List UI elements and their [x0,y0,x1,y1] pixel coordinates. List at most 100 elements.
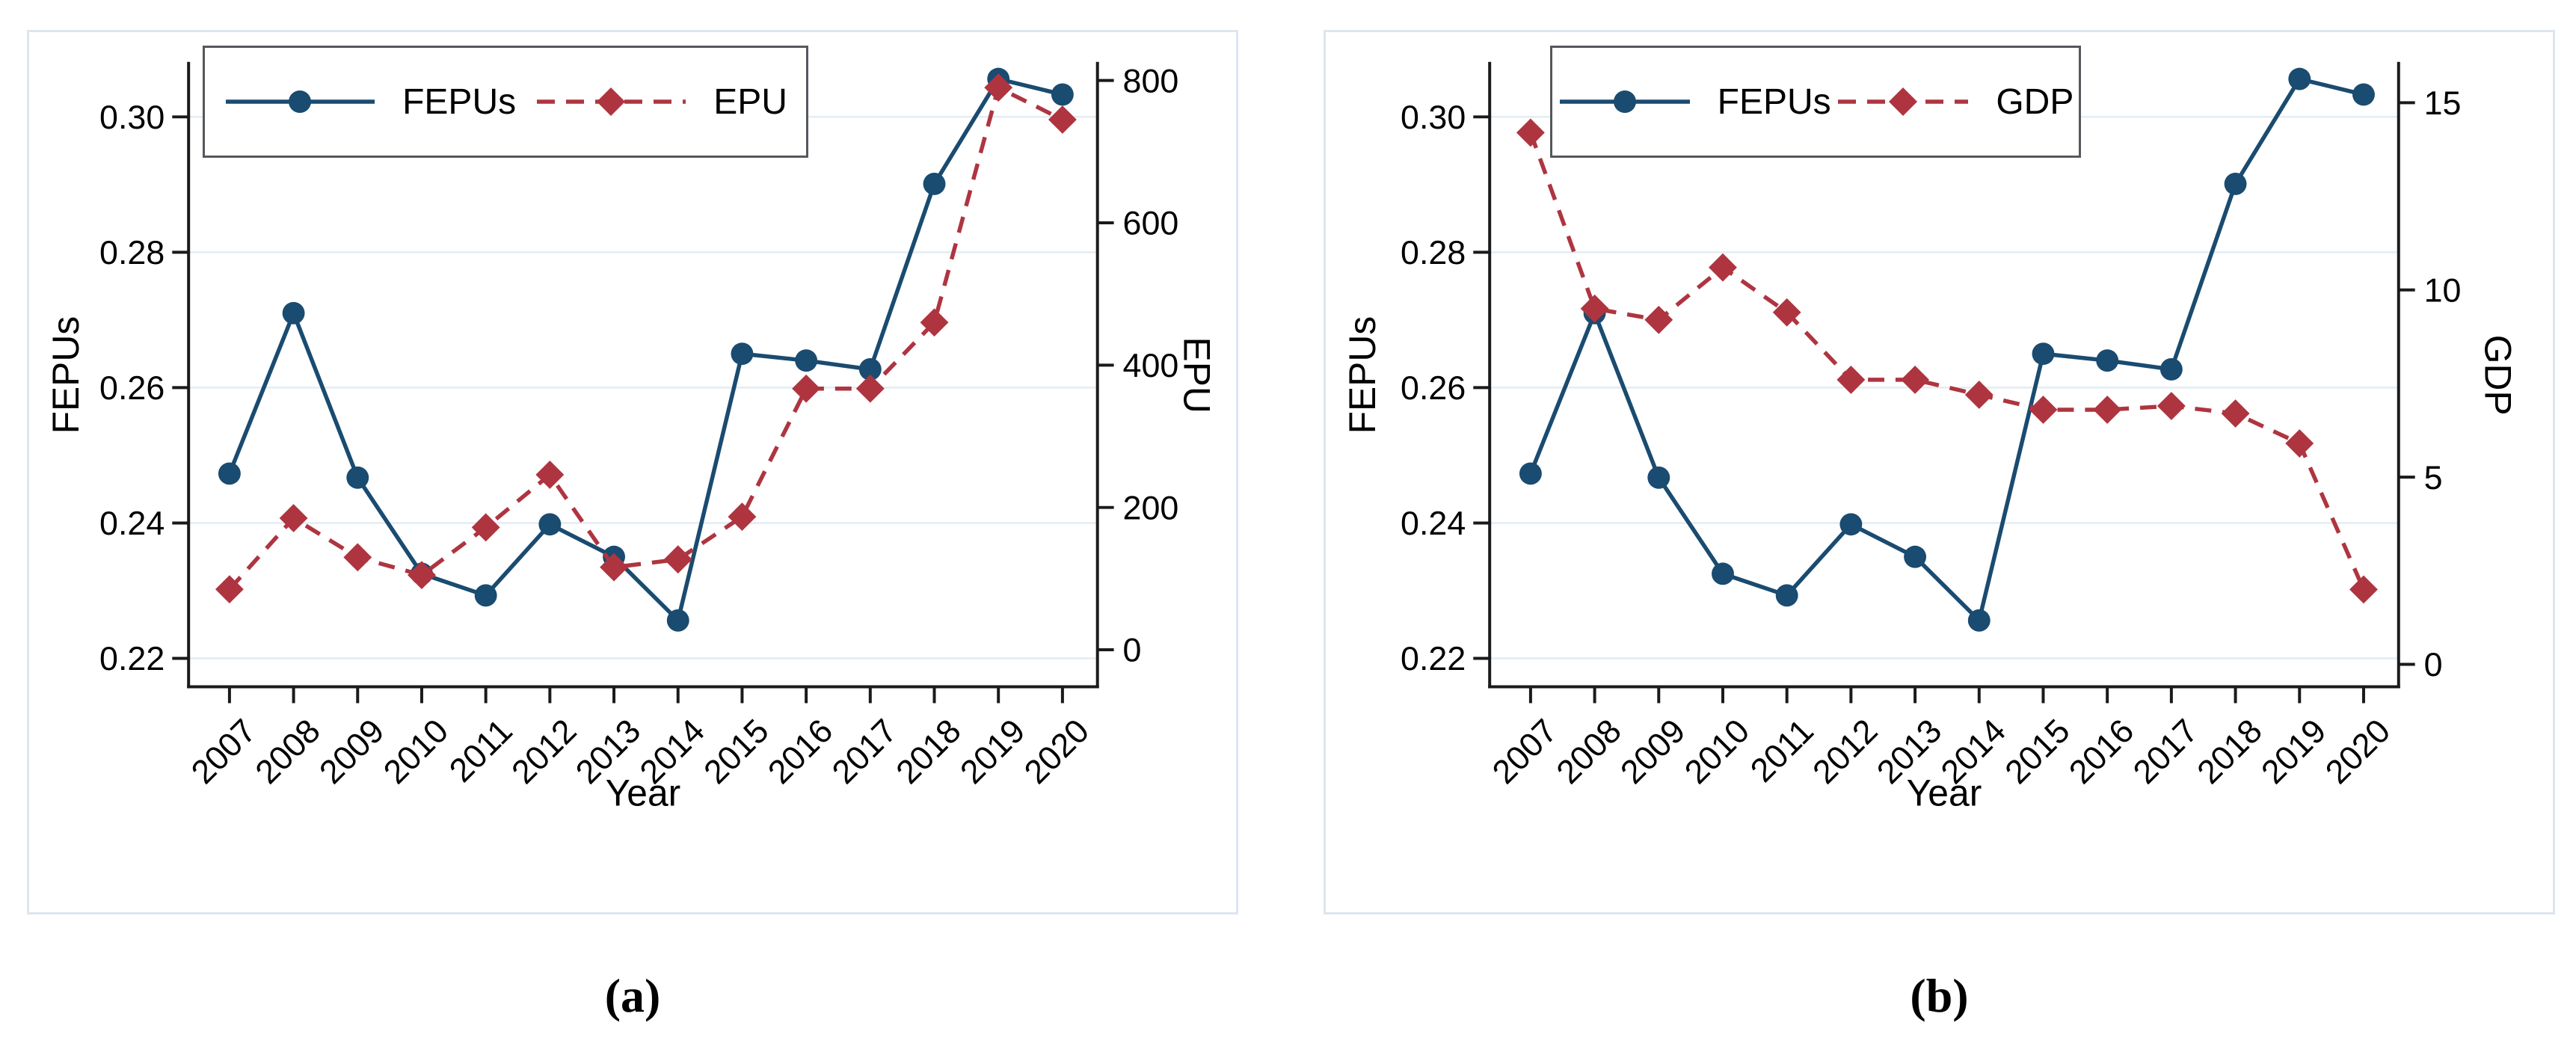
panel-a: 0.22 0.24 0.26 0.28 0.30 0 200 400 600 800 2007 200… [27,30,1238,914]
data-point-marker [1901,366,1930,394]
caption-b: (b) [1910,969,1969,1022]
epu-line-sample-icon [537,87,686,116]
series-line [227,76,1063,623]
data-point-marker [1964,381,1994,409]
data-point-marker [666,609,689,632]
data-point-marker [2285,429,2314,458]
fepus-line-sample-icon [1559,90,1690,113]
data-point-marker [1048,105,1077,134]
data-point-marker [474,584,497,607]
fepus-line-sample-icon [226,90,375,113]
data-point-marker [2093,396,2122,424]
gdp-line-sample-icon [1838,87,1969,116]
data-point-marker [1712,562,1734,585]
right-tick-label: 400 [1123,347,1179,384]
x-tick-label: 2020 [1017,712,1096,791]
series-line [1528,76,2364,623]
right-tick-label: 0 [1123,632,1142,669]
series-gdp [1516,118,2378,604]
x-tick-label: 2008 [1549,712,1629,791]
x-tick-label: 2008 [248,712,328,791]
legend-item-fepus: FEPUs [1558,82,1831,123]
series-line [227,85,1064,591]
data-point-marker [282,301,305,325]
right-axis-title: GDP [2477,335,2518,416]
data-point-marker [1709,253,1737,282]
x-tick-label: 2012 [505,712,584,791]
x-tick-label: 2017 [2126,712,2205,791]
left-tick-label: 0.30 [99,99,165,136]
caption-a: (a) [604,969,661,1022]
data-point-marker [795,349,818,372]
data-point-marker [1967,609,1991,632]
data-point-marker [1580,294,1609,323]
data-point-marker [2221,399,2250,428]
data-point-marker [343,543,372,572]
x-tick-label: 2019 [2254,712,2334,791]
data-point-marker [858,358,882,381]
left-tick-label: 0.22 [1401,640,1466,677]
legend-item-fepus: FEPUs [224,82,516,123]
legend-label-fepus: FEPUs [1717,82,1831,122]
x-tick-label: 2016 [760,712,840,791]
left-axis-title: FEPUs [1341,316,1383,434]
left-tick-label: 0.26 [1401,369,1466,407]
right-axis-title: EPU [1175,337,1217,413]
x-tick-label: 2016 [2062,712,2141,791]
right-tick-label: 5 [2424,459,2443,496]
left-tick-label: 0.30 [1401,99,1466,136]
x-tick-label: 2009 [313,712,392,791]
data-point-marker [600,553,628,582]
legend-label-epu: EPU [713,82,787,122]
legend-label-fepus: FEPUs [402,82,517,122]
data-point-marker [1836,366,1866,394]
x-tick-label: 2009 [1614,712,1693,791]
x-tick-label: 2018 [889,712,968,791]
right-tick-label: 0 [2424,646,2443,683]
data-point-marker [2096,349,2119,372]
right-tick-label: 10 [2424,271,2462,309]
x-tick-label: 2020 [2318,712,2397,791]
chart-a-plot: 0.220.240.260.280.3002004006008002007200… [45,61,1217,814]
data-point-marker [923,173,946,195]
legend-item-epu: EPU [535,82,787,123]
data-point-marker [663,545,692,574]
right-tick-label: 600 [1123,205,1179,242]
data-point-marker [731,342,754,366]
x-tick-label: 2011 [1743,712,1821,789]
data-point-marker [792,374,821,403]
data-point-marker [728,502,757,531]
legend-item-gdp: GDP [1836,82,2074,123]
x-axis-title: Year [606,772,681,814]
left-tick-label: 0.28 [1401,234,1466,271]
data-point-marker [2224,173,2247,195]
data-point-marker [1839,513,1863,536]
data-point-marker [855,374,885,403]
x-tick-label: 2018 [2190,712,2269,791]
data-point-marker [2157,392,2186,420]
data-point-marker [984,73,1013,102]
chart-b-legend: FEPUs GDP [1550,46,2081,158]
data-point-marker [279,504,308,532]
left-axis-title: FEPUs [45,316,87,434]
data-point-marker [1904,545,1927,568]
data-point-marker [1519,462,1542,485]
x-tick-label: 2007 [1485,712,1564,791]
data-point-marker [1516,118,1545,147]
left-tick-label: 0.24 [99,505,165,542]
data-point-marker [2288,67,2311,90]
left-tick-label: 0.24 [1401,505,1466,542]
x-tick-label: 2015 [697,712,776,791]
right-tick-label: 200 [1123,489,1179,526]
legend-label-gdp: GDP [1996,82,2074,122]
x-tick-label: 2019 [953,712,1033,791]
data-point-marker [2029,396,2058,424]
data-point-marker [2160,358,2183,381]
data-point-marker [1775,584,1798,607]
data-point-marker [538,513,562,536]
x-tick-label: 2017 [825,712,904,791]
x-tick-label: 2007 [184,712,263,791]
right-tick-label: 800 [1123,62,1179,99]
x-axis-title: Year [1907,772,1982,814]
